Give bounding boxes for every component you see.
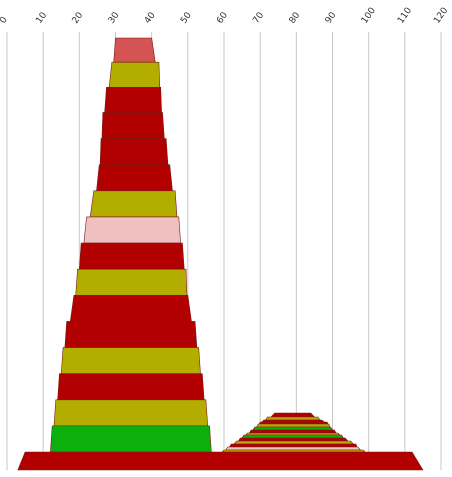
base-band-shape [17, 451, 424, 471]
stack-2-layer-6 [252, 426, 334, 431]
stack-2-layer-12 [228, 443, 358, 448]
stack-2-layer-11 [233, 440, 354, 445]
x-tick-label: 110 [396, 6, 414, 26]
stack-2-layer-9 [241, 434, 344, 439]
stack-1-layer-4 [101, 112, 165, 139]
x-tick-label: 20 [71, 10, 86, 25]
stack-2-layer-7 [248, 429, 337, 434]
stack-2-layer-13 [225, 446, 362, 451]
x-tick-label: 120 [432, 6, 450, 26]
stack-2-layer-2 [265, 416, 321, 421]
stack-1-layer-7 [89, 190, 178, 218]
stack-2-layer-5 [256, 423, 331, 428]
stack-1-layer-9 [79, 242, 185, 270]
stack-1-layer-6 [96, 164, 173, 192]
stack-1-layer-2 [108, 61, 161, 88]
stack-1-layer-12 [64, 321, 198, 348]
x-axis-tick-labels: 0 10 20 30 40 50 60 70 80 90 100 110 120 [0, 6, 450, 26]
stack-1-layer-1 [113, 37, 156, 63]
stack-2 [221, 412, 366, 453]
x-tick-label: 100 [360, 6, 378, 26]
stack-1-layer-15 [53, 399, 209, 427]
stack-1-layer-10 [75, 268, 188, 296]
stack-1-layer-11 [69, 294, 192, 322]
x-tick-label: 30 [107, 10, 122, 25]
stack-1-layer-8 [83, 216, 181, 244]
stack-1-layer-13 [60, 347, 201, 374]
x-tick-label: 80 [288, 10, 303, 25]
stacked-bands [50, 37, 366, 453]
x-tick-label: 40 [143, 10, 158, 25]
stack-1-layer-16 [50, 425, 212, 453]
x-tick-label: 10 [34, 10, 49, 25]
stack-1-layer-14 [57, 373, 205, 401]
x-tick-label: 0 [0, 15, 10, 26]
stack-1-layer-3 [104, 87, 162, 113]
x-tick-label: 90 [324, 10, 339, 25]
x-tick-label: 60 [215, 10, 230, 25]
stack-1-layer-5 [99, 138, 169, 166]
stack-1 [50, 37, 212, 453]
stack-2-layer-1 [270, 412, 316, 418]
x-tick-label: 50 [179, 10, 194, 25]
stack-2-layer-10 [237, 437, 349, 442]
x-tick-label: 70 [251, 10, 266, 25]
base-band [17, 451, 424, 471]
